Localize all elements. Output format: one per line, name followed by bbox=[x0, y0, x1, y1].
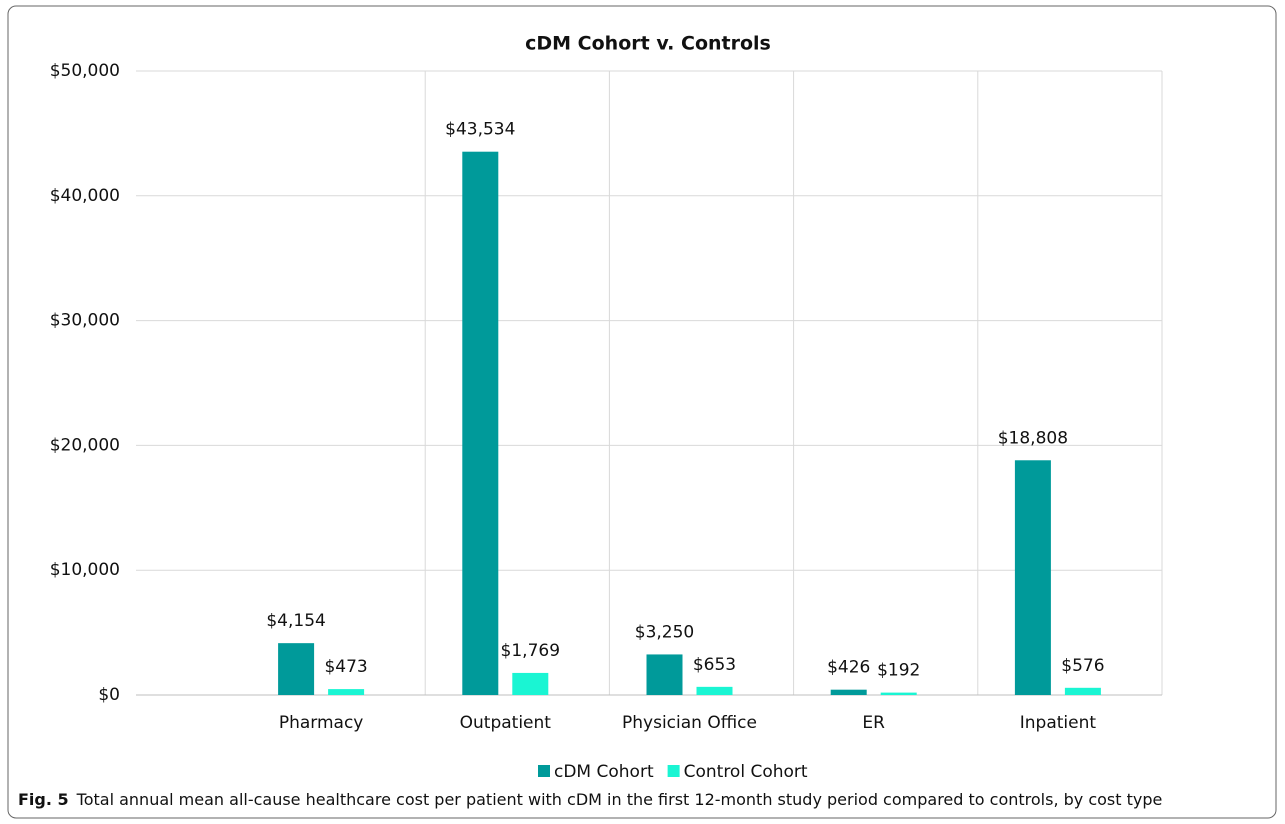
bar bbox=[1064, 687, 1101, 695]
bar bbox=[512, 672, 549, 695]
y-tick-label: $20,000 bbox=[50, 435, 120, 455]
x-tick-label: Outpatient bbox=[460, 713, 552, 733]
value-label: $426 bbox=[827, 658, 870, 678]
value-label: $653 bbox=[693, 655, 736, 675]
value-label: $18,808 bbox=[998, 428, 1068, 448]
value-label: $192 bbox=[877, 661, 920, 681]
bar bbox=[880, 692, 917, 695]
y-tick-label: $40,000 bbox=[50, 186, 120, 206]
value-label: $4,154 bbox=[266, 611, 325, 631]
y-tick-label: $50,000 bbox=[50, 61, 120, 81]
bar bbox=[696, 686, 733, 695]
legend-label: cDM Cohort bbox=[554, 762, 654, 782]
caption: Fig. 5 Total annual mean all-cause health… bbox=[18, 790, 1162, 809]
y-tick-label: $10,000 bbox=[50, 560, 120, 580]
y-tick-label: $0 bbox=[98, 685, 120, 705]
bar bbox=[1014, 460, 1051, 695]
legend-swatch bbox=[667, 765, 680, 777]
value-label: $43,534 bbox=[445, 120, 515, 140]
x-tick-label: Physician Office bbox=[622, 713, 757, 733]
x-tick-label: ER bbox=[862, 713, 885, 733]
bar bbox=[278, 643, 315, 695]
value-label: $576 bbox=[1061, 656, 1104, 676]
bar bbox=[328, 689, 365, 695]
caption-text: Total annual mean all-cause healthcare c… bbox=[76, 790, 1163, 809]
legend-label: Control Cohort bbox=[684, 762, 808, 782]
bar bbox=[462, 151, 499, 695]
value-label: $473 bbox=[324, 657, 367, 677]
chart-title: cDM Cohort v. Controls bbox=[525, 33, 771, 55]
x-tick-label: Inpatient bbox=[1020, 713, 1097, 733]
legend-swatch bbox=[538, 765, 550, 777]
bar bbox=[830, 689, 867, 695]
caption-label: Fig. 5 bbox=[18, 790, 69, 809]
x-tick-label: Pharmacy bbox=[279, 713, 364, 733]
value-label: $3,250 bbox=[635, 622, 694, 642]
y-tick-label: $30,000 bbox=[50, 311, 120, 331]
frame bbox=[7, 5, 1277, 819]
value-label: $1,769 bbox=[501, 641, 560, 661]
bar bbox=[646, 654, 683, 695]
